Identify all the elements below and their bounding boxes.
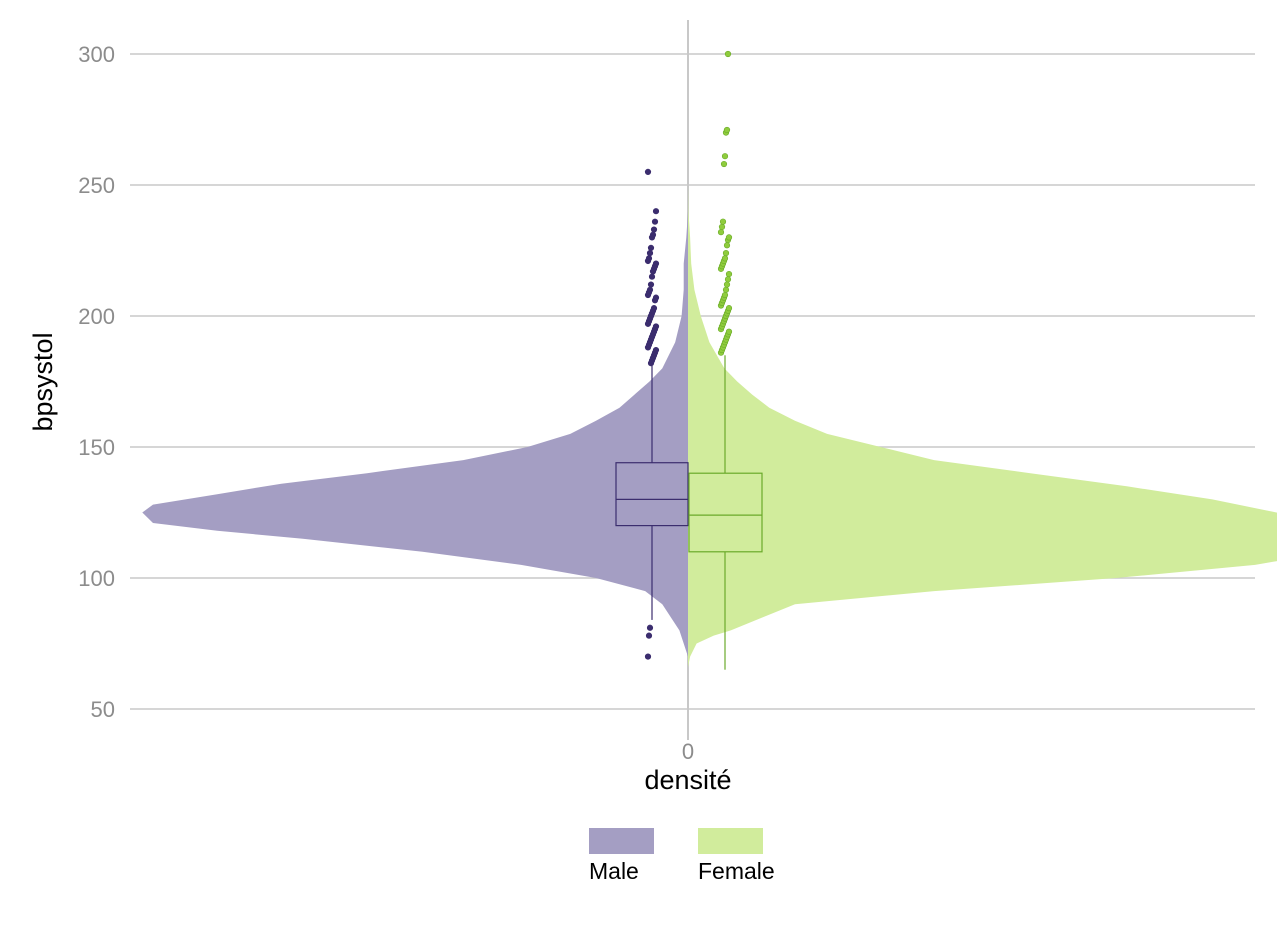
outlier-point-male (652, 346, 660, 354)
legend-label-male: Male (589, 858, 639, 884)
outlier-point-female (719, 218, 727, 225)
outlier-point-male (646, 250, 654, 257)
outlier-point-male (652, 294, 660, 301)
outlier-point-male (645, 632, 653, 639)
outlier-point-female (725, 328, 733, 335)
outlier-point-male (647, 244, 655, 251)
outlier-point-male (648, 273, 656, 280)
outlier-point-female (722, 286, 730, 293)
outlier-point-female (723, 126, 731, 134)
outlier-point-male (647, 281, 655, 288)
box-male (615, 462, 689, 527)
x-tick-label: 0 (682, 739, 694, 764)
y-tick-label: 200 (78, 304, 115, 329)
y-tick-label: 250 (78, 173, 115, 198)
x-axis-title: densité (644, 765, 731, 795)
outlier-point-female (723, 242, 731, 249)
outlier-point-female (725, 270, 733, 278)
legend-label-female: Female (698, 858, 775, 884)
outlier-point-female (725, 305, 733, 312)
outlier-point-female (721, 255, 729, 262)
violin-male (142, 211, 689, 657)
outlier-points (644, 50, 733, 660)
outlier-point-female (724, 276, 732, 283)
y-tick-label: 300 (78, 42, 115, 67)
outlier-point-female (725, 234, 733, 241)
y-axis-title: bpsystol (28, 332, 58, 431)
outlier-point-male (644, 168, 652, 175)
outlier-point-male (652, 260, 660, 267)
violins (142, 185, 1277, 668)
outlier-point-male (645, 255, 653, 262)
outlier-point-male (651, 218, 659, 225)
legend-key-male (589, 828, 654, 854)
legend-key-female (698, 828, 763, 854)
boxplots (615, 355, 763, 670)
outlier-point-male (644, 653, 652, 660)
outlier-point-male (650, 305, 658, 312)
outlier-point-male (652, 208, 660, 215)
outlier-point-female (724, 50, 732, 58)
y-tick-label: 50 (91, 697, 115, 722)
outlier-point-male (650, 226, 658, 233)
y-tick-label: 100 (78, 566, 115, 591)
outlier-point-female (721, 153, 729, 160)
legend: Male Female (589, 828, 775, 884)
outlier-point-male (646, 624, 654, 631)
violin-female (688, 185, 1277, 668)
outlier-point-male (649, 231, 657, 238)
outlier-point-female (720, 160, 728, 168)
outlier-point-female (718, 223, 726, 231)
box-female (688, 472, 763, 553)
outlier-point-female (722, 250, 730, 257)
y-tick-labels: 50 100 150 200 250 300 (78, 42, 115, 722)
outlier-point-female (723, 281, 731, 288)
outlier-point-female (717, 229, 725, 236)
y-tick-label: 150 (78, 435, 115, 460)
outlier-point-female (721, 291, 729, 299)
outlier-point-male (646, 286, 654, 293)
outlier-point-male (652, 323, 660, 330)
